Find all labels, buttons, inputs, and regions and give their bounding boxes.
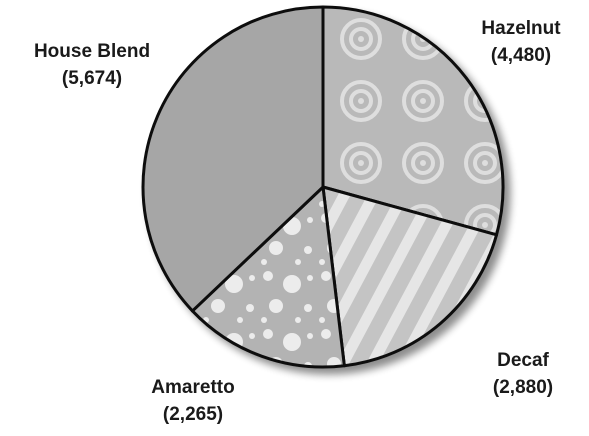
pie-slices: [141, 5, 505, 369]
slice-value-hazelnut: (4,480): [491, 45, 551, 66]
slice-label-amaretto: Amaretto: [151, 377, 234, 398]
pie-slice-decaf: [321, 185, 499, 368]
slice-value-decaf: (2,880): [493, 377, 553, 398]
pie-slice-amaretto: [190, 185, 346, 369]
slice-label-house-blend: House Blend: [34, 41, 150, 62]
pie-slice-house-blend: [141, 5, 325, 313]
pie-labels: Hazelnut (4,480) Decaf (2,880) Amaretto (2,26…: [34, 18, 561, 425]
slice-label-decaf: Decaf: [497, 350, 549, 371]
slice-value-amaretto: (2,265): [163, 404, 223, 425]
slice-value-house-blend: (5,674): [62, 68, 122, 89]
pie-slice-hazelnut: [321, 5, 505, 237]
slice-label-hazelnut: Hazelnut: [481, 18, 561, 39]
